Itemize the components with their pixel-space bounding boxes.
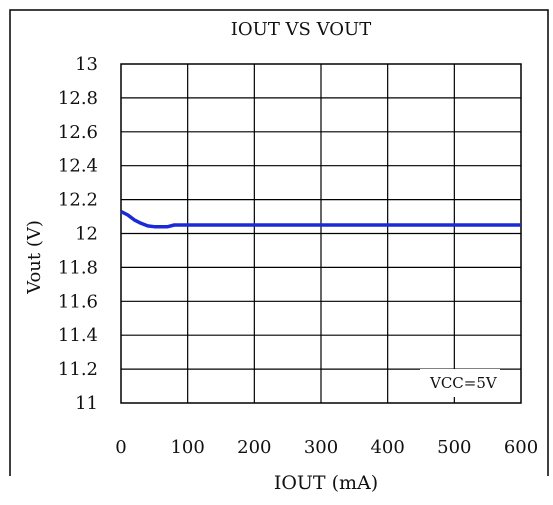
tick-layer: 11 11.2 11.4 11.6 11.8 12 12.2 12.4 12.6 12.8 13 0 1… [58, 54, 538, 458]
grid-layer [120, 63, 522, 404]
y-tick-label: 13 [75, 54, 98, 75]
x-tick-label: 500 [437, 437, 471, 458]
y-tick-label: 11.6 [58, 291, 98, 312]
x-tick-label: 300 [304, 437, 338, 458]
y-tick-label: 12.6 [58, 122, 98, 143]
x-tick-label: 100 [170, 437, 204, 458]
x-axis-label: IOUT (mA) [274, 472, 378, 494]
chart-title: IOUT VS VOUT [231, 19, 371, 40]
x-tick-label: 600 [504, 437, 538, 458]
y-tick-label: 12.4 [58, 156, 98, 177]
x-tick-label: 200 [237, 437, 271, 458]
annotation-vcc: VCC=5V [429, 374, 498, 392]
y-tick-label: 11.4 [58, 325, 98, 346]
series-line [120, 209, 521, 229]
series-layer [120, 209, 521, 229]
x-tick-label: 0 [115, 437, 126, 458]
y-tick-label: 12 [75, 224, 98, 245]
annotation-box [420, 369, 500, 397]
y-tick-label: 12.2 [58, 190, 98, 211]
y-tick-label: 11 [75, 393, 98, 414]
y-tick-label: 11.8 [58, 257, 98, 278]
outer-frame [9, 9, 549, 476]
y-tick-label: 11.2 [58, 359, 98, 380]
y-tick-label: 12.8 [58, 88, 98, 109]
y-axis-label: Vout (V) [24, 220, 45, 295]
x-tick-label: 400 [370, 437, 404, 458]
